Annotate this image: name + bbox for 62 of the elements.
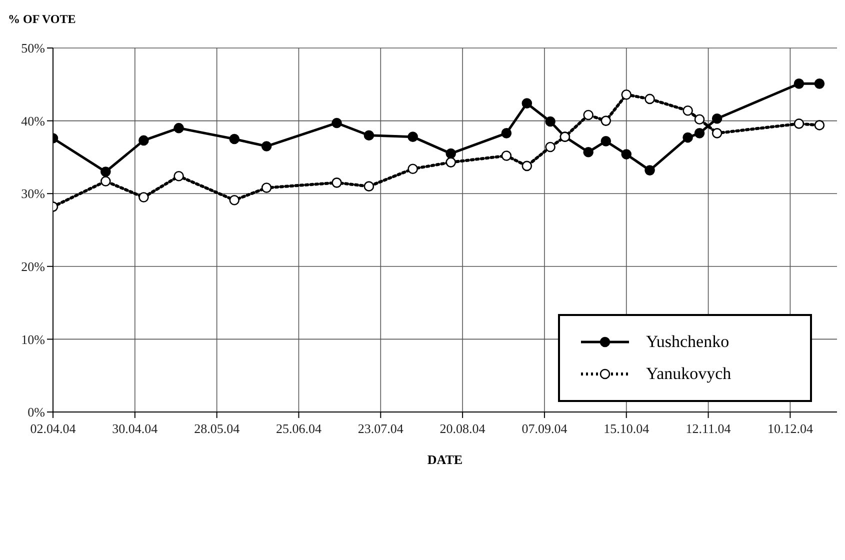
point (100, 176, 111, 186)
point (408, 132, 418, 142)
point (794, 118, 804, 129)
point (814, 120, 825, 130)
point (174, 122, 184, 134)
legend-label: Yushchenko (646, 332, 730, 352)
legend-label: Yanukovych (646, 364, 732, 384)
point (261, 182, 272, 193)
x-tick-label: 12.11.04 (686, 421, 732, 436)
point (712, 113, 722, 124)
y-tick-label: 30% (21, 186, 46, 202)
point (583, 146, 594, 158)
point (794, 78, 804, 89)
x-axis-title: DATE (427, 452, 463, 467)
point (694, 128, 705, 138)
y-axis-title: % OF VOTE (8, 12, 76, 27)
y-tick-label: 20% (21, 259, 46, 274)
point (261, 141, 272, 152)
point (138, 135, 149, 146)
point (501, 150, 512, 161)
point (694, 114, 705, 124)
x-tick-label: 20.08.04 (440, 421, 486, 436)
y-tick-label: 40% (21, 113, 46, 128)
x-tick-label: 30.04.04 (112, 421, 158, 436)
x-tick-label: 07.09.04 (522, 421, 568, 436)
point (229, 134, 240, 144)
point (545, 116, 556, 127)
point (138, 192, 149, 202)
x-tick-label: 28.05.04 (194, 421, 240, 436)
point (583, 110, 594, 120)
point (644, 165, 655, 176)
x-tick-label: 25.06.04 (276, 421, 322, 436)
y-tick-label: 50% (21, 40, 46, 56)
point (501, 128, 512, 138)
point (522, 98, 532, 108)
point (446, 148, 456, 159)
point (332, 178, 342, 188)
point (712, 128, 722, 138)
point (600, 136, 612, 146)
x-tick-label: 10.12.04 (767, 421, 814, 436)
point (229, 195, 240, 206)
point (814, 78, 825, 89)
point (408, 164, 418, 174)
point (644, 94, 655, 104)
y-tick-label: 0% (28, 404, 46, 420)
point (522, 160, 532, 172)
point (332, 118, 342, 128)
point (100, 166, 111, 177)
point (364, 130, 374, 141)
point (621, 149, 632, 160)
point (446, 157, 456, 168)
x-tick-label: 15.10.04 (604, 421, 650, 436)
point (545, 142, 556, 152)
point (600, 116, 612, 126)
point (621, 89, 632, 100)
y-tick-label: 10% (21, 332, 46, 347)
point (174, 170, 184, 182)
x-tick-label: 23.07.04 (358, 421, 404, 436)
point (682, 132, 693, 143)
point (682, 105, 693, 116)
point (364, 181, 374, 192)
x-tick-label: 02.04.04 (30, 421, 76, 436)
